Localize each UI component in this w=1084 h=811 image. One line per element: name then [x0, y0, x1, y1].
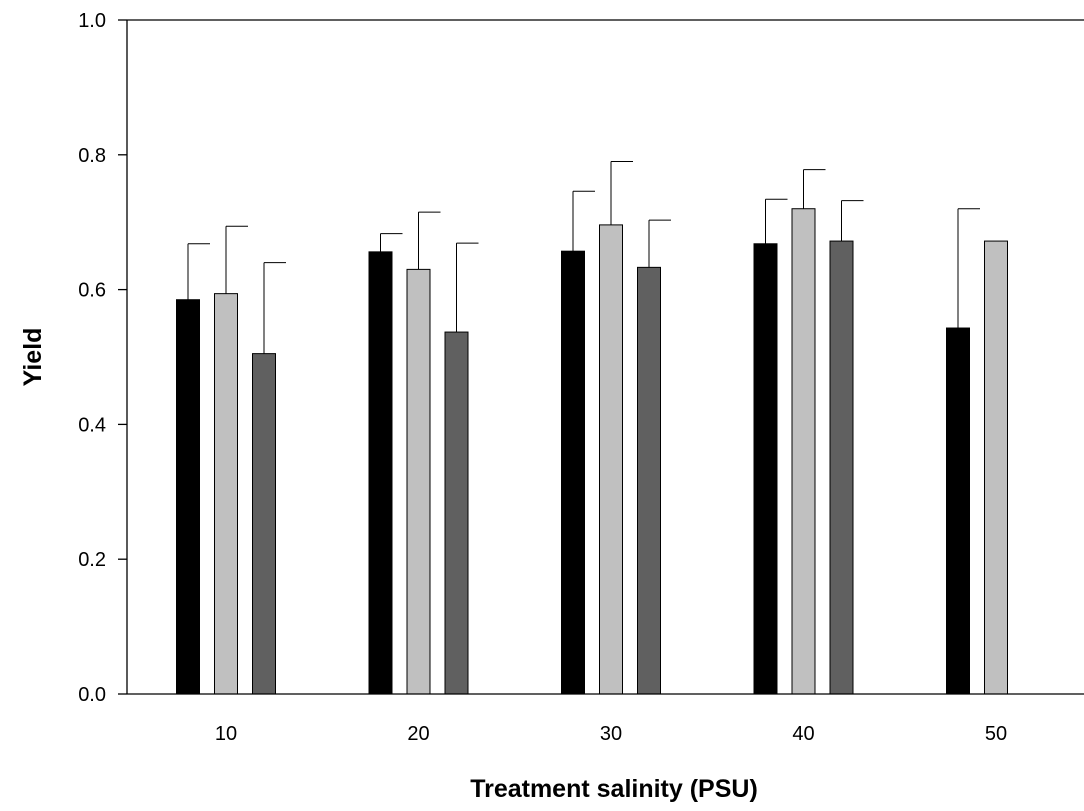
bar-s1-20: [368, 251, 393, 695]
bar-s3-40: [829, 240, 854, 695]
y-tick-label-0.6: 0.6: [78, 280, 106, 302]
x-tick-label-10: 10: [215, 723, 237, 745]
bar-s3-10: [252, 353, 276, 695]
error-bars-layer: [187, 161, 980, 354]
bar-s1-40: [753, 243, 778, 695]
bar-s1-30: [561, 250, 585, 695]
x-tick-label-30: 30: [600, 723, 622, 745]
ticks-layer: 0.0 0.2 0.4 0.6 0.8 1.0 10 20 30 40 50: [78, 10, 1007, 745]
y-tick-label-0.2: 0.2: [78, 549, 106, 571]
bar-s3-20: [444, 331, 469, 695]
x-tick-label-40: 40: [792, 723, 814, 745]
y-tick-label-0.0: 0.0: [78, 684, 106, 706]
bars-layer: [176, 208, 1008, 695]
x-tick-label-20: 20: [407, 723, 429, 745]
bar-s2-50: [984, 240, 1008, 695]
bar-s2-10: [214, 293, 238, 695]
y-tick-label-0.8: 0.8: [78, 145, 106, 167]
y-tick-label-1.0: 1.0: [78, 10, 106, 32]
y-tick-label-0.4: 0.4: [78, 414, 106, 436]
x-axis-title: Treatment salinity (PSU): [470, 775, 758, 803]
bar-s1-10: [176, 299, 200, 695]
bar-s3-30: [637, 266, 661, 695]
bar-s1-50: [946, 327, 970, 695]
bar-s2-40: [791, 208, 816, 695]
axes-layer: [126, 19, 1084, 695]
bar-s2-20: [406, 268, 431, 695]
bar-s2-30: [599, 224, 623, 695]
y-axis-title: Yield: [19, 328, 47, 387]
x-tick-label-50: 50: [985, 723, 1007, 745]
